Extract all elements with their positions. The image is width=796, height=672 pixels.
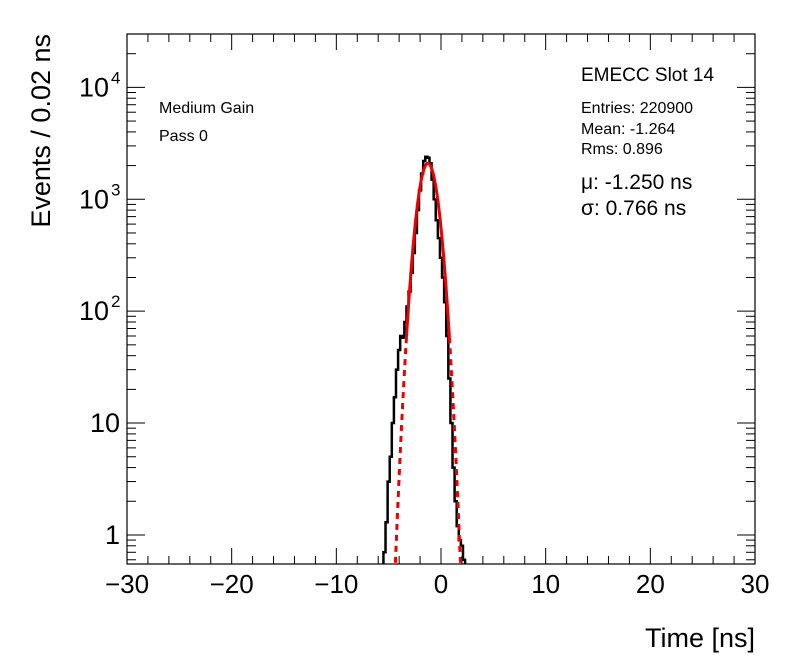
stats-entries: Entries: 220900 bbox=[581, 100, 693, 117]
annotation-gain: Medium Gain bbox=[159, 100, 254, 117]
stats-mean: Mean: -1.264 bbox=[581, 121, 675, 138]
x-tick-label: −20 bbox=[210, 569, 254, 599]
fit-curve-dashed-right bbox=[447, 337, 462, 563]
data-layer bbox=[382, 155, 467, 564]
x-tick-label: 20 bbox=[636, 569, 665, 599]
histogram-series bbox=[382, 155, 467, 564]
y-tick-label: 10 bbox=[79, 72, 109, 102]
chart-title: EMECC Slot 14 bbox=[581, 65, 714, 86]
y-tick-label: 10 bbox=[90, 408, 120, 438]
y-tick-label: 1 bbox=[105, 520, 120, 550]
x-tick-label: 30 bbox=[741, 569, 770, 599]
fit-curve-solid bbox=[404, 161, 451, 338]
y-tick-exponent: 2 bbox=[111, 292, 120, 311]
x-tick-label: 10 bbox=[531, 569, 560, 599]
y-tick-label: 10 bbox=[79, 184, 109, 214]
annotation-pass: Pass 0 bbox=[159, 128, 208, 145]
x-tick-label: −30 bbox=[105, 569, 149, 599]
x-tick-label: −10 bbox=[314, 569, 358, 599]
stats-rms: Rms: 0.896 bbox=[581, 141, 663, 158]
x-tick-label: 0 bbox=[434, 569, 448, 599]
y-tick-label: 10 bbox=[79, 296, 109, 326]
y-tick-exponent: 3 bbox=[111, 180, 120, 199]
fit-sigma: σ: 0.766 ns bbox=[581, 197, 686, 220]
y-tick-exponent: 4 bbox=[111, 68, 120, 87]
x-axis-label: Time [ns] bbox=[645, 623, 755, 653]
fit-curve-dashed-left bbox=[393, 337, 408, 563]
fit-layer bbox=[393, 161, 462, 563]
fit-mu: μ: -1.250 ns bbox=[581, 171, 692, 194]
y-axis-label: Events / 0.02 ns bbox=[26, 34, 56, 228]
